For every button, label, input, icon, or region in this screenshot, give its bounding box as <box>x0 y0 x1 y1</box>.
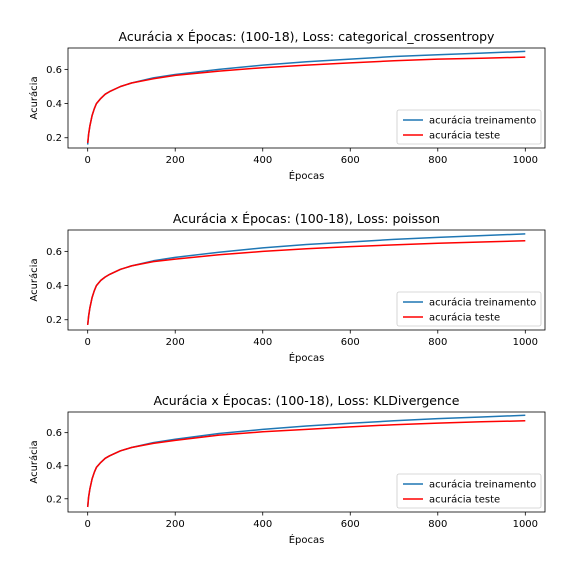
legend-entry: acurácia teste <box>429 494 500 506</box>
chart-title: Acurácia x Épocas: (100-18), Loss: KLDiv… <box>154 393 460 408</box>
legend-entry: acurácia treinamento <box>429 115 536 127</box>
x-tick-label: 600 <box>341 337 360 348</box>
legend: acurácia treinamento acurácia teste <box>396 473 542 509</box>
x-tick-label: 200 <box>166 519 185 530</box>
series-line-teste <box>86 420 526 508</box>
y-tick-label: 0.2 <box>46 133 62 144</box>
subplot-3: Acurácia x Épocas: (100-18), Loss: KLDiv… <box>28 393 546 546</box>
legend-box <box>396 473 542 509</box>
axes-frame <box>67 411 546 513</box>
legend-entry: acurácia teste <box>429 130 500 142</box>
y-tick-label: 0.6 <box>46 65 62 76</box>
x-tick-label: 0 <box>85 519 91 530</box>
chart-title: Acurácia x Épocas: (100-18), Loss: categ… <box>119 29 496 44</box>
x-tick-label: 400 <box>253 155 272 166</box>
legend: acurácia treinamento acurácia teste <box>396 291 542 327</box>
x-tick-label: 800 <box>428 337 447 348</box>
x-tick-label: 1000 <box>513 337 538 348</box>
y-tick-label: 0.4 <box>46 99 62 110</box>
legend-entry: acurácia treinamento <box>429 297 536 309</box>
x-tick-label: 800 <box>428 155 447 166</box>
x-tick-label: 600 <box>341 155 360 166</box>
chart-title: Acurácia x Épocas: (100-18), Loss: poiss… <box>173 211 440 226</box>
x-tick-label: 0 <box>85 337 91 348</box>
x-tick-label: 0 <box>85 155 91 166</box>
y-tick-label: 0.2 <box>46 494 62 505</box>
y-tick-label: 0.6 <box>46 428 62 439</box>
y-tick-label: 0.4 <box>46 461 62 472</box>
y-tick-label: 0.2 <box>46 315 62 326</box>
y-tick-label: 0.4 <box>46 281 62 292</box>
x-axis-label: Épocas <box>289 533 325 546</box>
series-line-teste <box>86 56 526 143</box>
x-tick-label: 600 <box>341 519 360 530</box>
x-axis-label: Épocas <box>289 169 325 182</box>
legend-entry: acurácia treinamento <box>429 479 536 491</box>
legend-box <box>396 291 542 327</box>
y-tick-label: 0.6 <box>46 247 62 258</box>
subplot-2: Acurácia x Épocas: (100-18), Loss: poiss… <box>28 211 546 364</box>
x-axis-label: Épocas <box>289 351 325 364</box>
axes-frame <box>67 47 546 149</box>
legend-entry: acurácia teste <box>429 312 500 324</box>
y-axis-label: Acurácia <box>28 440 40 483</box>
x-tick-label: 200 <box>166 155 185 166</box>
series-line-teste <box>86 240 526 325</box>
x-tick-label: 400 <box>253 337 272 348</box>
axes-frame <box>67 229 546 331</box>
y-axis-label: Acurácia <box>28 258 40 301</box>
x-tick-label: 1000 <box>513 155 538 166</box>
x-tick-label: 1000 <box>513 519 538 530</box>
x-tick-label: 200 <box>166 337 185 348</box>
legend: acurácia treinamento acurácia teste <box>396 109 542 145</box>
subplot-1: Acurácia x Épocas: (100-18), Loss: categ… <box>28 29 546 182</box>
x-tick-label: 400 <box>253 519 272 530</box>
x-tick-label: 800 <box>428 519 447 530</box>
y-axis-label: Acurácia <box>28 76 40 119</box>
legend-box <box>396 109 542 145</box>
